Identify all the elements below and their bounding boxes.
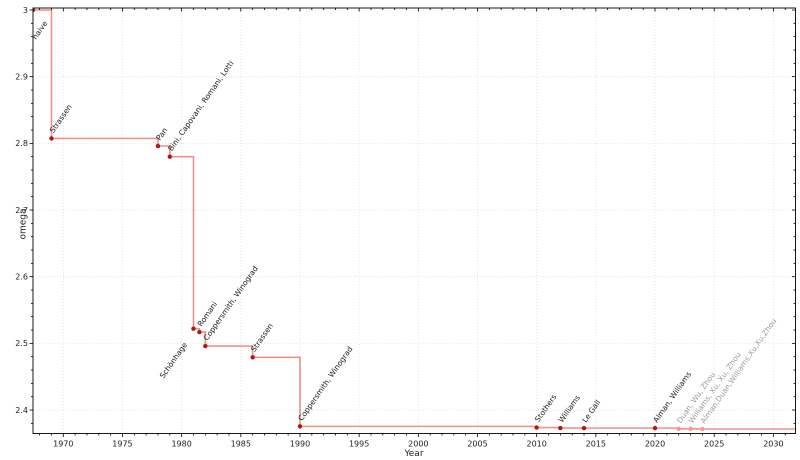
data-point-marker	[534, 425, 539, 430]
data-point-marker	[558, 425, 563, 431]
svg-text:2010: 2010	[526, 440, 546, 449]
point-label: Schönhage	[158, 340, 190, 380]
data-point-marker	[250, 355, 255, 360]
point-label: Strassen	[249, 321, 275, 353]
svg-text:1970: 1970	[53, 440, 73, 449]
svg-text:2020: 2020	[645, 440, 665, 449]
svg-text:1975: 1975	[112, 440, 132, 449]
svg-text:1995: 1995	[349, 440, 369, 449]
data-point-markers	[33, 8, 705, 432]
data-point-marker	[688, 426, 693, 431]
svg-text:2.8: 2.8	[15, 139, 28, 148]
point-label: Stothers	[533, 393, 559, 424]
data-point-marker	[700, 426, 705, 432]
y-axis-title: omega	[18, 208, 29, 240]
data-point-marker	[33, 8, 36, 13]
omega-step-line	[33, 9, 796, 430]
svg-text:2.9: 2.9	[15, 72, 28, 81]
svg-text:2005: 2005	[467, 440, 487, 449]
data-point-marker	[581, 425, 587, 431]
data-point-marker	[676, 426, 681, 431]
axis-ticks	[29, 8, 796, 437]
svg-text:2000: 2000	[408, 440, 428, 449]
plot-border	[32, 7, 796, 434]
data-point-marker	[203, 343, 208, 349]
svg-text:1990: 1990	[290, 440, 310, 449]
x-axis-title: Year	[404, 449, 424, 459]
svg-text:2.5: 2.5	[15, 339, 28, 348]
svg-text:2.7: 2.7	[15, 206, 28, 215]
svg-text:2.6: 2.6	[15, 272, 28, 281]
svg-text:1980: 1980	[171, 440, 191, 449]
point-label: Pan	[154, 126, 169, 142]
svg-text:2030: 2030	[763, 440, 783, 449]
gridlines	[33, 8, 796, 434]
data-point-marker	[155, 143, 161, 149]
svg-text:2.4: 2.4	[15, 406, 28, 415]
point-label: Williams	[557, 393, 582, 424]
data-point-marker	[167, 154, 173, 159]
svg-text:2025: 2025	[704, 440, 724, 449]
point-label: Le Gall	[580, 398, 602, 424]
data-point-marker	[652, 425, 658, 431]
point-label: Williams, Xu, Xu, Zhou	[687, 350, 743, 425]
svg-text:3: 3	[23, 6, 28, 15]
x-tick-labels: 1970 1975 1980 1985 1990 1995 2000 2005 2010 2015…	[53, 440, 783, 449]
data-point-marker	[297, 424, 303, 429]
svg-text:1985: 1985	[231, 440, 251, 449]
point-label: Coppersmith, Winograd	[296, 345, 354, 423]
data-point-marker	[197, 329, 202, 335]
y-tick-labels: 2.4 2.5 2.6 2.7 2.8 2.9 3	[15, 6, 28, 415]
data-point-marker	[49, 136, 54, 141]
point-label: Bini, Capovani, Romani, Lotti	[166, 59, 235, 153]
data-point-marker	[191, 326, 196, 331]
svg-text:2015: 2015	[586, 440, 606, 449]
